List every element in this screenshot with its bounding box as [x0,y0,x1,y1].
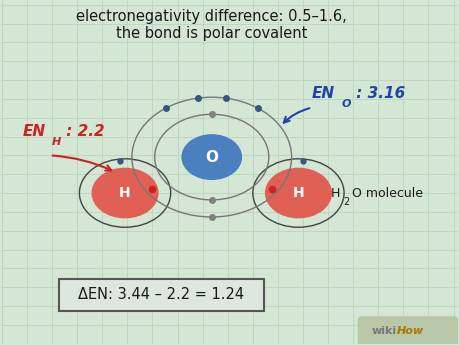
Text: the bond is polar covalent: the bond is polar covalent [116,27,307,41]
Circle shape [182,135,241,179]
Text: How: How [396,326,423,336]
Text: O: O [205,150,218,165]
Text: wiki: wiki [370,326,396,336]
Text: EN: EN [22,124,45,139]
Text: : 2.2: : 2.2 [61,124,105,139]
Text: O molecule: O molecule [352,187,422,199]
Circle shape [265,168,330,218]
Text: electronegativity difference: 0.5–1.6,: electronegativity difference: 0.5–1.6, [76,9,347,24]
Text: 2: 2 [342,197,349,207]
Text: H: H [292,186,303,200]
Text: H: H [52,137,61,147]
FancyBboxPatch shape [357,316,457,345]
Text: : 3.16: : 3.16 [350,86,404,101]
Circle shape [92,168,157,218]
Text: H: H [119,186,130,200]
Text: O: O [341,99,351,109]
FancyBboxPatch shape [59,279,263,311]
Text: ΔEN: 3.44 – 2.2 = 1.24: ΔEN: 3.44 – 2.2 = 1.24 [78,287,244,302]
Text: H: H [330,187,339,199]
Text: EN: EN [312,86,335,101]
